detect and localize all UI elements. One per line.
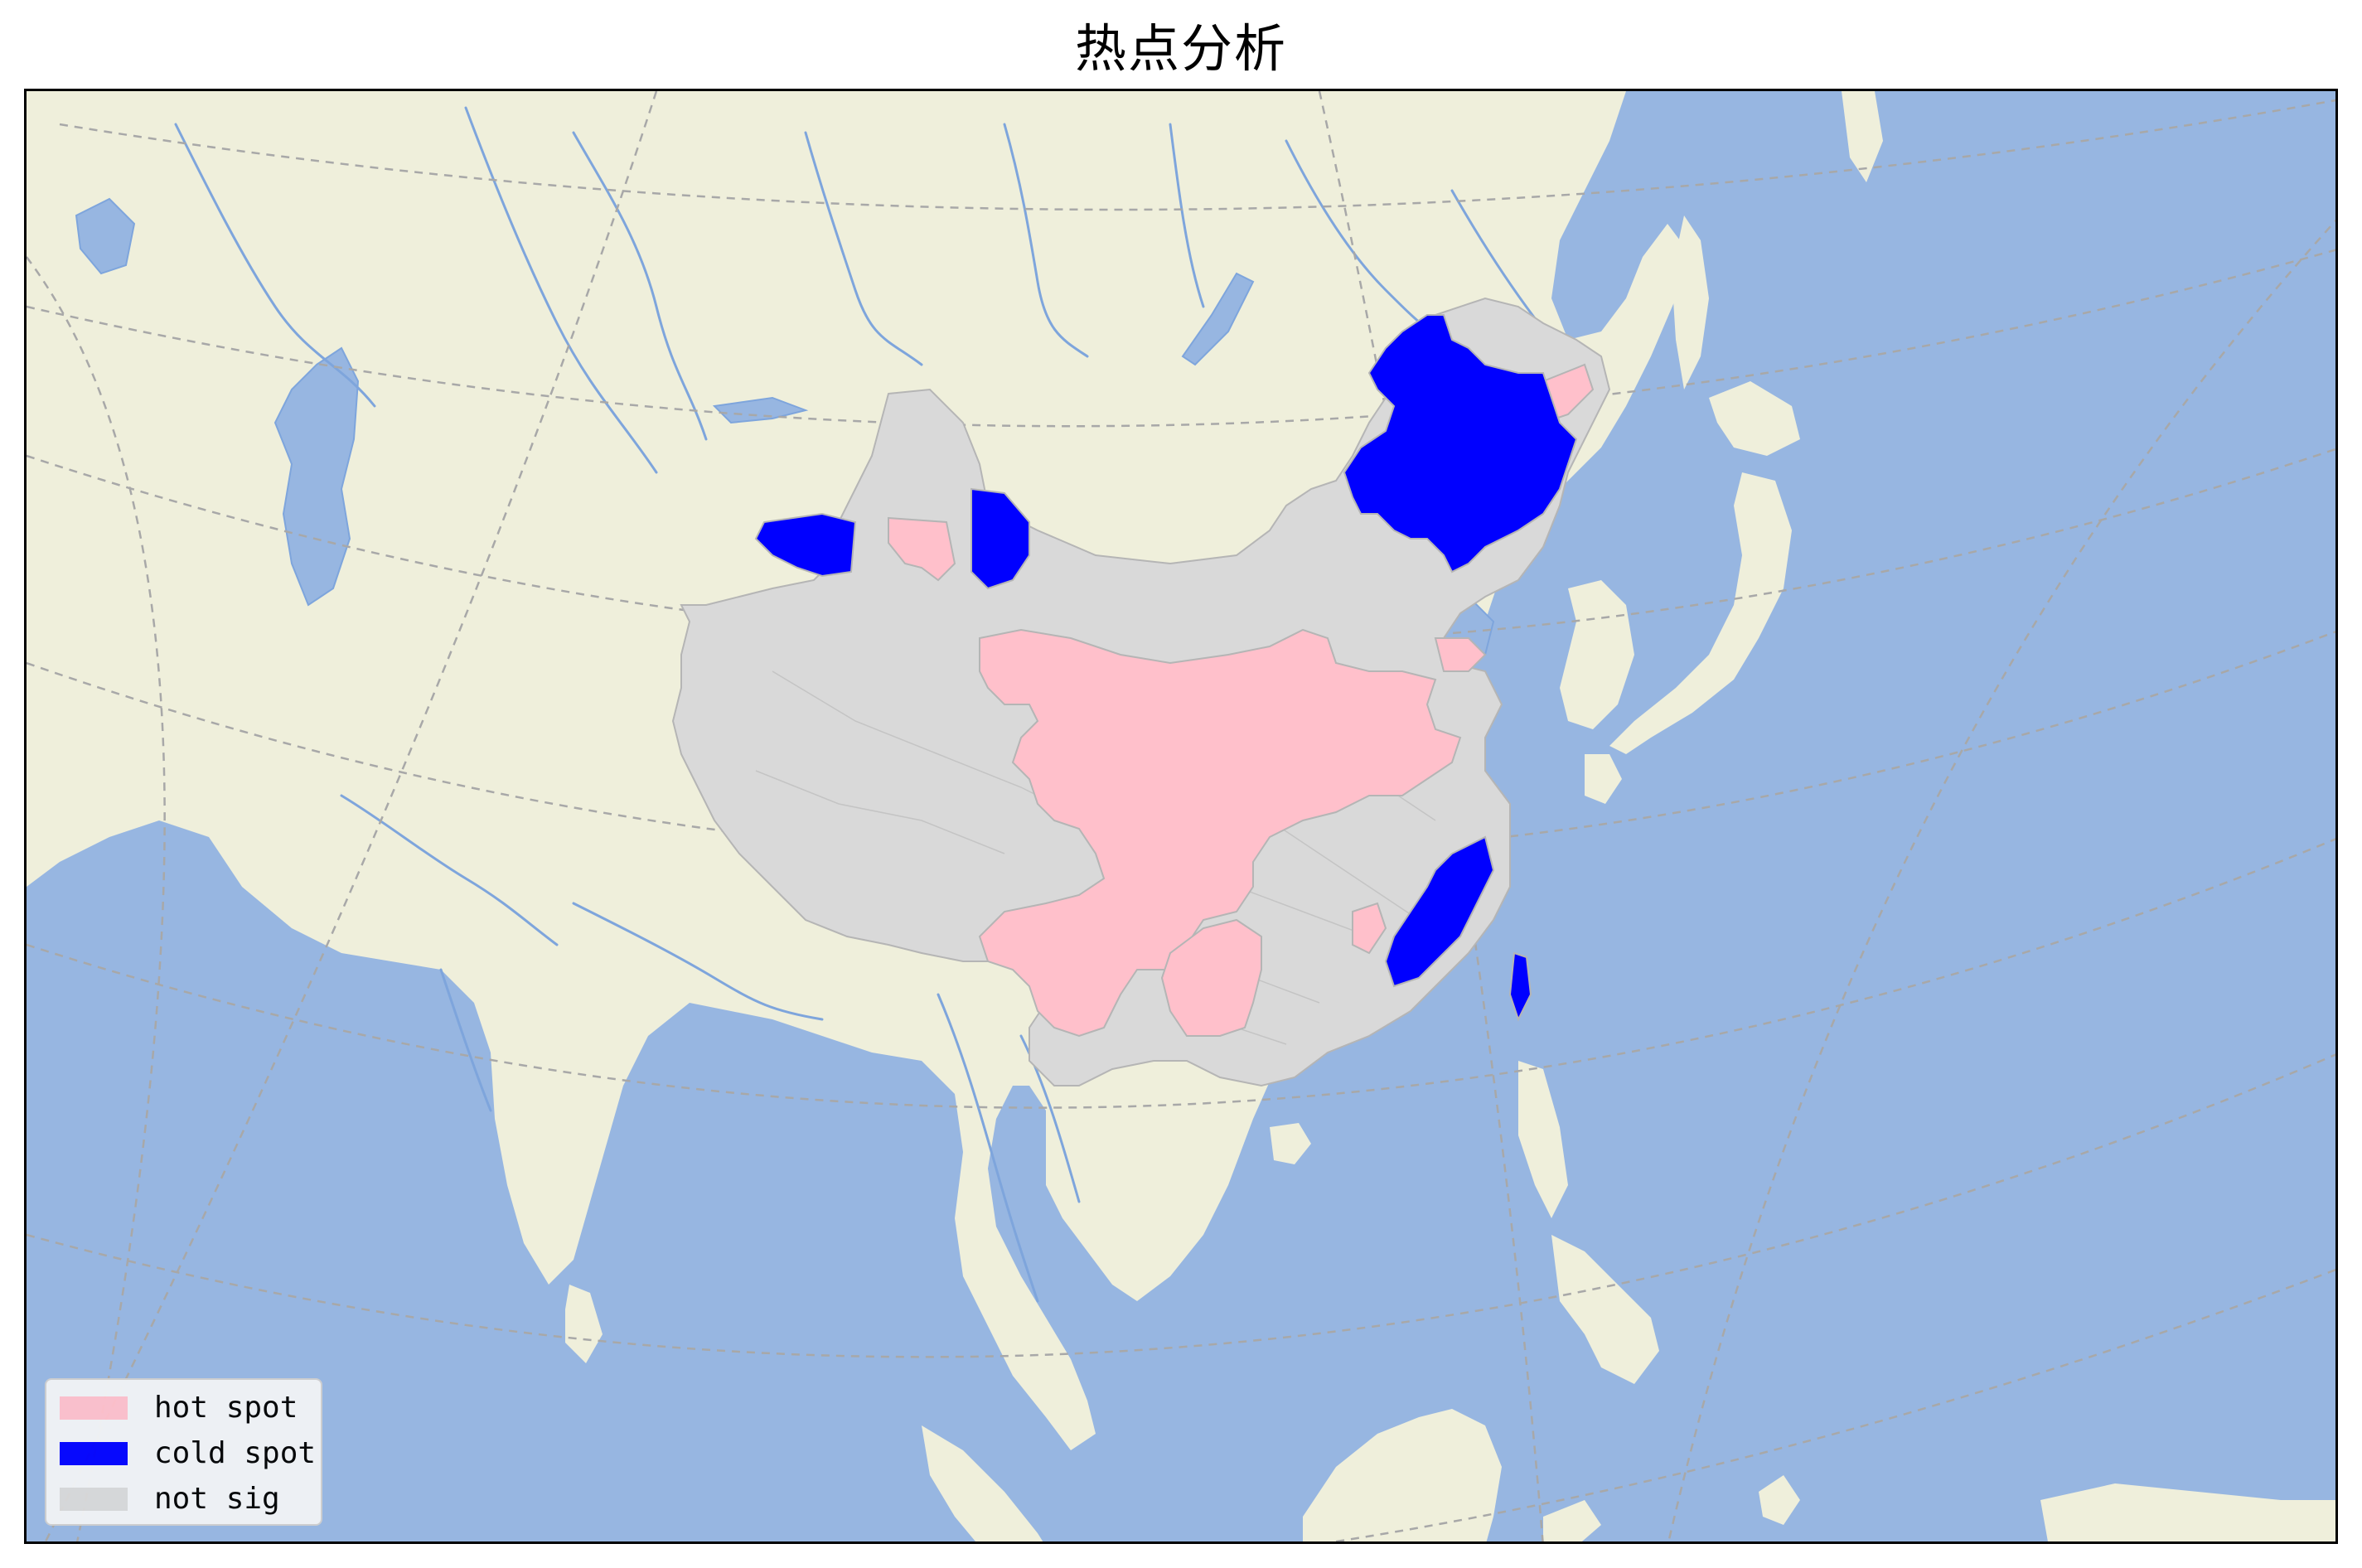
land-new-guinea bbox=[2040, 1483, 2335, 1541]
legend-item-not-sig: not sig bbox=[60, 1483, 317, 1516]
land-sakhalin bbox=[1672, 215, 1709, 390]
region-cold-spot-northeast bbox=[1343, 314, 1578, 573]
lake-baikal bbox=[1181, 272, 1255, 366]
graticule-parallel-6 bbox=[27, 1053, 2335, 1358]
map-frame: hot spot cold spot not sig bbox=[24, 89, 2338, 1544]
graticule-meridian-1 bbox=[44, 91, 658, 1541]
map-canvas bbox=[27, 91, 2335, 1541]
region-hot-spot-xinjiang bbox=[888, 516, 956, 582]
lake-aral bbox=[75, 197, 136, 275]
legend-label-not-sig: not sig bbox=[154, 1482, 280, 1516]
region-cold-spot-taiwan bbox=[1508, 951, 1532, 1022]
legend-label-hot-spot: hot spot bbox=[154, 1391, 298, 1425]
region-hot-spot-south-central bbox=[1160, 918, 1262, 1037]
legend-item-cold-spot: cold spot bbox=[60, 1437, 317, 1470]
lake-balkhash bbox=[712, 396, 809, 424]
region-hot-spot-jiangxi bbox=[1352, 902, 1387, 955]
land-sumatra bbox=[922, 1425, 1043, 1541]
graticule-parallel-2 bbox=[27, 249, 2335, 428]
land-kyushu bbox=[1585, 754, 1622, 804]
land-borneo bbox=[1303, 1409, 1502, 1541]
map-title: 热点分析 bbox=[1074, 18, 1287, 79]
legend-item-hot-spot: hot spot bbox=[60, 1391, 317, 1425]
lake-caspian bbox=[273, 346, 360, 607]
land-luzon bbox=[1518, 1061, 1568, 1218]
region-cold-spot-xinjiang-east bbox=[970, 487, 1030, 590]
land-sulawesi bbox=[1543, 1500, 1601, 1541]
graticule-parallel-5 bbox=[27, 838, 2335, 1109]
graticule-parallel-1 bbox=[59, 99, 2335, 211]
legend-swatch-cold-spot bbox=[60, 1442, 128, 1465]
land-kamchatka bbox=[1842, 91, 1883, 182]
legend-swatch-not-sig bbox=[60, 1488, 128, 1511]
land-sri-lanka bbox=[565, 1285, 603, 1363]
land-visayas bbox=[1551, 1235, 1659, 1384]
land-hokkaido bbox=[1709, 381, 1800, 456]
graticule-meridian-3 bbox=[1667, 219, 2335, 1541]
land-hainan bbox=[1270, 1123, 1311, 1164]
land-moluccas bbox=[1759, 1475, 1800, 1525]
region-hot-spot-shandong bbox=[1434, 637, 1487, 672]
legend-swatch-hot-spot bbox=[60, 1396, 128, 1420]
region-cold-spot-fujian-zhejiang bbox=[1384, 835, 1495, 988]
legend-label-cold-spot: cold spot bbox=[154, 1436, 317, 1470]
region-cold-spot-xinjiang-west bbox=[754, 512, 857, 578]
graticule-meridian-4 bbox=[27, 256, 166, 1541]
land-honshu bbox=[1609, 472, 1792, 754]
legend: hot spot cold spot not sig bbox=[45, 1378, 322, 1526]
china-region-layer bbox=[671, 297, 1611, 1087]
land-korea bbox=[1560, 580, 1634, 729]
